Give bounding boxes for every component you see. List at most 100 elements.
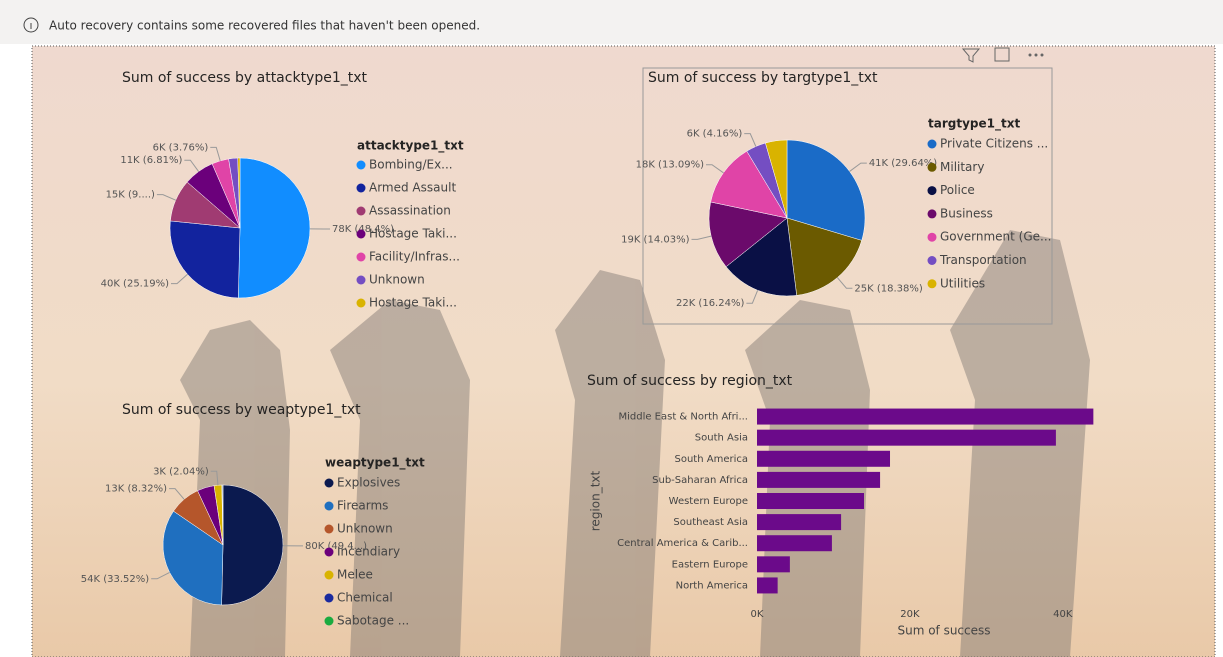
notification-text: Auto recovery contains some recovered fi… (49, 19, 480, 33)
leader-line (171, 273, 188, 285)
x-axis-title: Sum of success (897, 624, 990, 638)
leader-line (151, 571, 170, 580)
leader-line (746, 290, 759, 304)
bar (757, 450, 891, 467)
data-label: 13K (8.32%) (105, 484, 167, 495)
legend-marker (356, 298, 366, 308)
pie-slice (786, 217, 863, 296)
legend-marker (927, 279, 937, 289)
legend-marker (927, 162, 937, 172)
legend-text: Private Citizens ... (940, 137, 1048, 151)
legend-title: targtype1_txt (928, 117, 1020, 132)
info-icon (23, 17, 39, 33)
data-label: 54K (33.52%) (81, 574, 149, 585)
y-tick-label: South America (675, 454, 749, 465)
legend-text: Government (Ge... (940, 230, 1051, 244)
chart-title: Sum of success by region_txt (587, 373, 793, 389)
bar (757, 429, 1056, 446)
pie-slice (710, 150, 788, 219)
legend-text: Transportation (939, 253, 1027, 267)
legend-text: Firearms (337, 499, 388, 513)
bar (757, 408, 1094, 425)
legend-text: Assassination (369, 204, 451, 218)
bar (757, 535, 832, 552)
legend-marker (356, 229, 366, 239)
y-axis-title: region_txt (589, 470, 603, 531)
data-label: 80K (49.4...) (305, 541, 367, 552)
data-label: 11K (6.81%) (120, 155, 182, 166)
bar (757, 577, 778, 594)
legend-text: Sabotage ... (337, 614, 409, 628)
legend-text: Incendiary (337, 545, 400, 559)
visual-focus-frame (642, 67, 1053, 325)
data-label: 40K (25.19%) (101, 279, 169, 290)
leader-line (210, 470, 219, 486)
data-label: 15K (9....) (106, 190, 155, 201)
data-label: 18K (13.09%) (636, 160, 704, 171)
legend-marker (324, 524, 334, 534)
y-tick-label: Southeast Asia (673, 517, 748, 528)
pie-slice (708, 201, 788, 268)
pie-slice (169, 220, 241, 299)
leader-line (849, 162, 867, 172)
chart-title: Sum of success by attacktype1_txt (122, 70, 368, 86)
legend-text: Melee (337, 568, 373, 582)
legend-marker (356, 160, 366, 170)
y-tick-label: Western Europe (669, 496, 748, 507)
legend-marker (356, 252, 366, 262)
legend-marker (324, 616, 334, 626)
legend-text: Armed Assault (369, 181, 456, 195)
data-label: 6K (4.16%) (687, 129, 743, 140)
notification-bar (0, 0, 1223, 44)
bar (757, 556, 790, 573)
legend-marker (927, 186, 937, 196)
x-tick-label: 20K (900, 609, 920, 620)
y-tick-label: Eastern Europe (672, 559, 748, 570)
legend-text: Hostage Taki... (369, 227, 457, 241)
legend-marker (356, 183, 366, 193)
legend-text: Unknown (337, 522, 393, 536)
pie-slice (237, 157, 241, 229)
legend-text: Hostage Taki... (369, 296, 457, 310)
legend-title: attacktype1_txt (357, 139, 464, 154)
data-label: 78K (48.4%) (332, 224, 394, 235)
chart-title: Sum of success by targtype1_txt (648, 70, 878, 86)
leader-line (836, 277, 853, 289)
legend-marker (356, 275, 366, 285)
y-tick-label: Central America & Carib... (617, 538, 748, 549)
legend-marker (356, 206, 366, 216)
legend-marker (324, 547, 334, 557)
legend-text: Police (940, 183, 975, 197)
legend-text: Military (940, 160, 984, 174)
data-label: 41K (29.64%) (869, 158, 937, 169)
data-label: 3K (2.04%) (153, 466, 209, 477)
leader-line (156, 194, 176, 201)
y-tick-label: North America (676, 580, 748, 591)
legend-text: Utilities (940, 276, 985, 290)
legend-marker (324, 478, 334, 488)
pie-slice (765, 139, 788, 219)
chart-title: Sum of success by weaptype1_txt (122, 402, 361, 418)
leader-line (706, 164, 724, 174)
x-tick-label: 0K (751, 609, 764, 620)
y-tick-label: Sub-Saharan Africa (652, 475, 748, 486)
bar (757, 471, 881, 488)
bar (757, 514, 842, 531)
bar (757, 493, 865, 509)
legend-marker (927, 256, 937, 265)
data-label: 25K (18.38%) (854, 283, 922, 294)
legend-text: Unknown (369, 273, 425, 287)
legend-marker (927, 209, 937, 219)
leader-line (691, 235, 712, 240)
visual-header-icons[interactable] (961, 47, 1044, 63)
x-tick-label: 40K (1053, 609, 1073, 620)
leader-line (744, 133, 757, 147)
data-label: 22K (16.24%) (676, 298, 744, 309)
y-tick-label: Middle East & North Afri... (618, 412, 748, 423)
y-tick-label: South Asia (695, 433, 748, 444)
legend-text: Facility/Infras... (369, 250, 460, 264)
legend-title: weaptype1_txt (325, 456, 425, 471)
leader-line (169, 488, 185, 500)
